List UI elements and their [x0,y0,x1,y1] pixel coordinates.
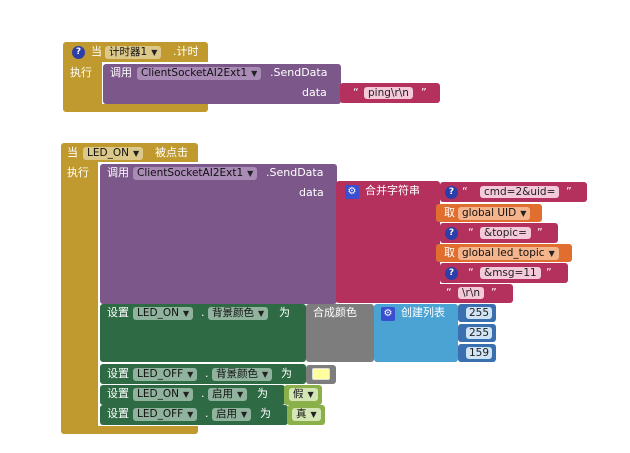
logic-dropdown-false[interactable]: 假 ▼ [289,388,318,401]
make-color-label: 合成颜色 [313,306,357,319]
open-quote: “ [446,286,452,299]
set-prefix: 设置 [107,407,129,420]
text-field-msg[interactable]: &msg=11 [480,267,541,279]
dropdown-arrow-icon: ▼ [258,309,265,318]
gear-icon[interactable]: ⚙ [345,185,359,199]
close-quote: ” [546,266,552,279]
close-quote: ” [491,286,497,299]
dot-separator: . [201,387,205,400]
set-component-dropdown[interactable]: LED_OFF ▼ [133,408,198,421]
call-label: 调用 [107,166,129,179]
when-label: 当 [91,45,102,58]
text-field-cmd[interactable]: cmd=2&uid= [480,186,560,198]
get-prefix: 取 [444,246,455,259]
call-component-dropdown[interactable]: ClientSocketAI2Ext1 ▼ [133,167,258,180]
close-quote: ” [421,86,427,99]
dropdown-arrow-icon: ▼ [262,370,269,379]
method-name: .SendData [270,66,328,79]
open-quote: “ [468,266,474,279]
text-field-crlf[interactable]: \r\n [458,287,485,299]
set-property-dropdown[interactable]: 启用 ▼ [208,388,248,401]
to-label: 为 [260,407,271,420]
get-prefix: 取 [444,206,455,219]
dropdown-arrow-icon: ▼ [307,390,314,399]
dot-separator: . [205,407,209,420]
dropdown-arrow-icon: ▼ [182,390,190,399]
variable-dropdown-led-topic[interactable]: global led_topic ▼ [458,247,559,260]
dropdown-arrow-icon: ▼ [187,410,194,419]
event-name: 被点击 [155,146,188,159]
timer-event-name: .计时 [173,45,199,58]
to-label: 为 [257,387,268,400]
close-quote: ” [566,185,572,198]
join-text-block[interactable] [336,181,440,303]
question-mark-icon[interactable]: ? [445,186,458,199]
do-label: 执行 [70,66,92,79]
call-component-dropdown[interactable]: ClientSocketAI2Ext1 ▼ [137,67,262,80]
set-component-dropdown[interactable]: LED_ON ▼ [133,388,194,401]
dropdown-arrow-icon: ▼ [182,309,190,318]
when-label: 当 [67,146,78,159]
set-prefix: 设置 [107,387,129,400]
set-property-dropdown[interactable]: 背景颜色 ▼ [212,368,273,381]
set-property-dropdown[interactable]: 启用 ▼ [212,408,252,421]
gear-icon[interactable]: ⚙ [381,307,395,321]
set-property-block-bg-off[interactable] [100,364,306,384]
data-arg-label: data [302,86,327,99]
make-list-label: 创建列表 [401,306,445,319]
dropdown-arrow-icon: ▼ [132,149,140,158]
dropdown-arrow-icon: ▼ [151,48,158,57]
open-quote: “ [462,185,468,198]
number-field-g[interactable]: 255 [466,327,493,339]
open-quote: “ [353,86,359,99]
text-field-topic[interactable]: &topic= [480,227,531,239]
variable-dropdown-uid[interactable]: global UID ▼ [458,207,531,220]
do-label: 执行 [67,166,89,179]
question-mark-icon[interactable]: ? [72,46,85,59]
join-label: 合并字符串 [365,184,420,197]
method-name: .SendData [266,166,324,179]
dropdown-arrow-icon: ▼ [310,410,317,419]
dropdown-arrow-icon: ▼ [237,390,244,399]
set-component-dropdown[interactable]: LED_ON ▼ [133,307,194,320]
to-label: 为 [281,367,292,380]
make-color-block[interactable] [306,304,374,362]
number-field-b[interactable]: 159 [466,347,493,359]
dot-separator: . [205,367,209,380]
to-label: 为 [279,306,290,319]
dropdown-arrow-icon: ▼ [247,169,254,178]
call-label: 调用 [110,66,132,79]
dropdown-arrow-icon: ▼ [520,209,527,218]
set-prefix: 设置 [107,367,129,380]
question-mark-icon[interactable]: ? [445,267,458,280]
data-arg-label: data [299,186,324,199]
open-quote: “ [468,226,474,239]
text-field-ping[interactable]: ping\r\n [364,87,413,99]
set-prefix: 设置 [107,306,129,319]
number-field-r[interactable]: 255 [466,307,493,319]
close-quote: ” [537,226,543,239]
dot-separator: . [201,306,205,319]
set-component-dropdown[interactable]: LED_OFF ▼ [133,368,198,381]
dropdown-arrow-icon: ▼ [187,370,194,379]
event-component-dropdown[interactable]: LED_ON ▼ [83,147,144,160]
timer-component-dropdown[interactable]: 计时器1 ▼ [105,46,162,59]
logic-dropdown-true[interactable]: 真 ▼ [292,408,321,421]
set-property-dropdown[interactable]: 背景颜色 ▼ [208,307,269,320]
dropdown-arrow-icon: ▼ [241,410,248,419]
senddata-call-block[interactable] [100,164,337,304]
question-mark-icon[interactable]: ? [445,227,458,240]
dropdown-arrow-icon: ▼ [548,249,555,258]
dropdown-arrow-icon: ▼ [251,69,258,78]
color-swatch[interactable] [312,368,330,380]
